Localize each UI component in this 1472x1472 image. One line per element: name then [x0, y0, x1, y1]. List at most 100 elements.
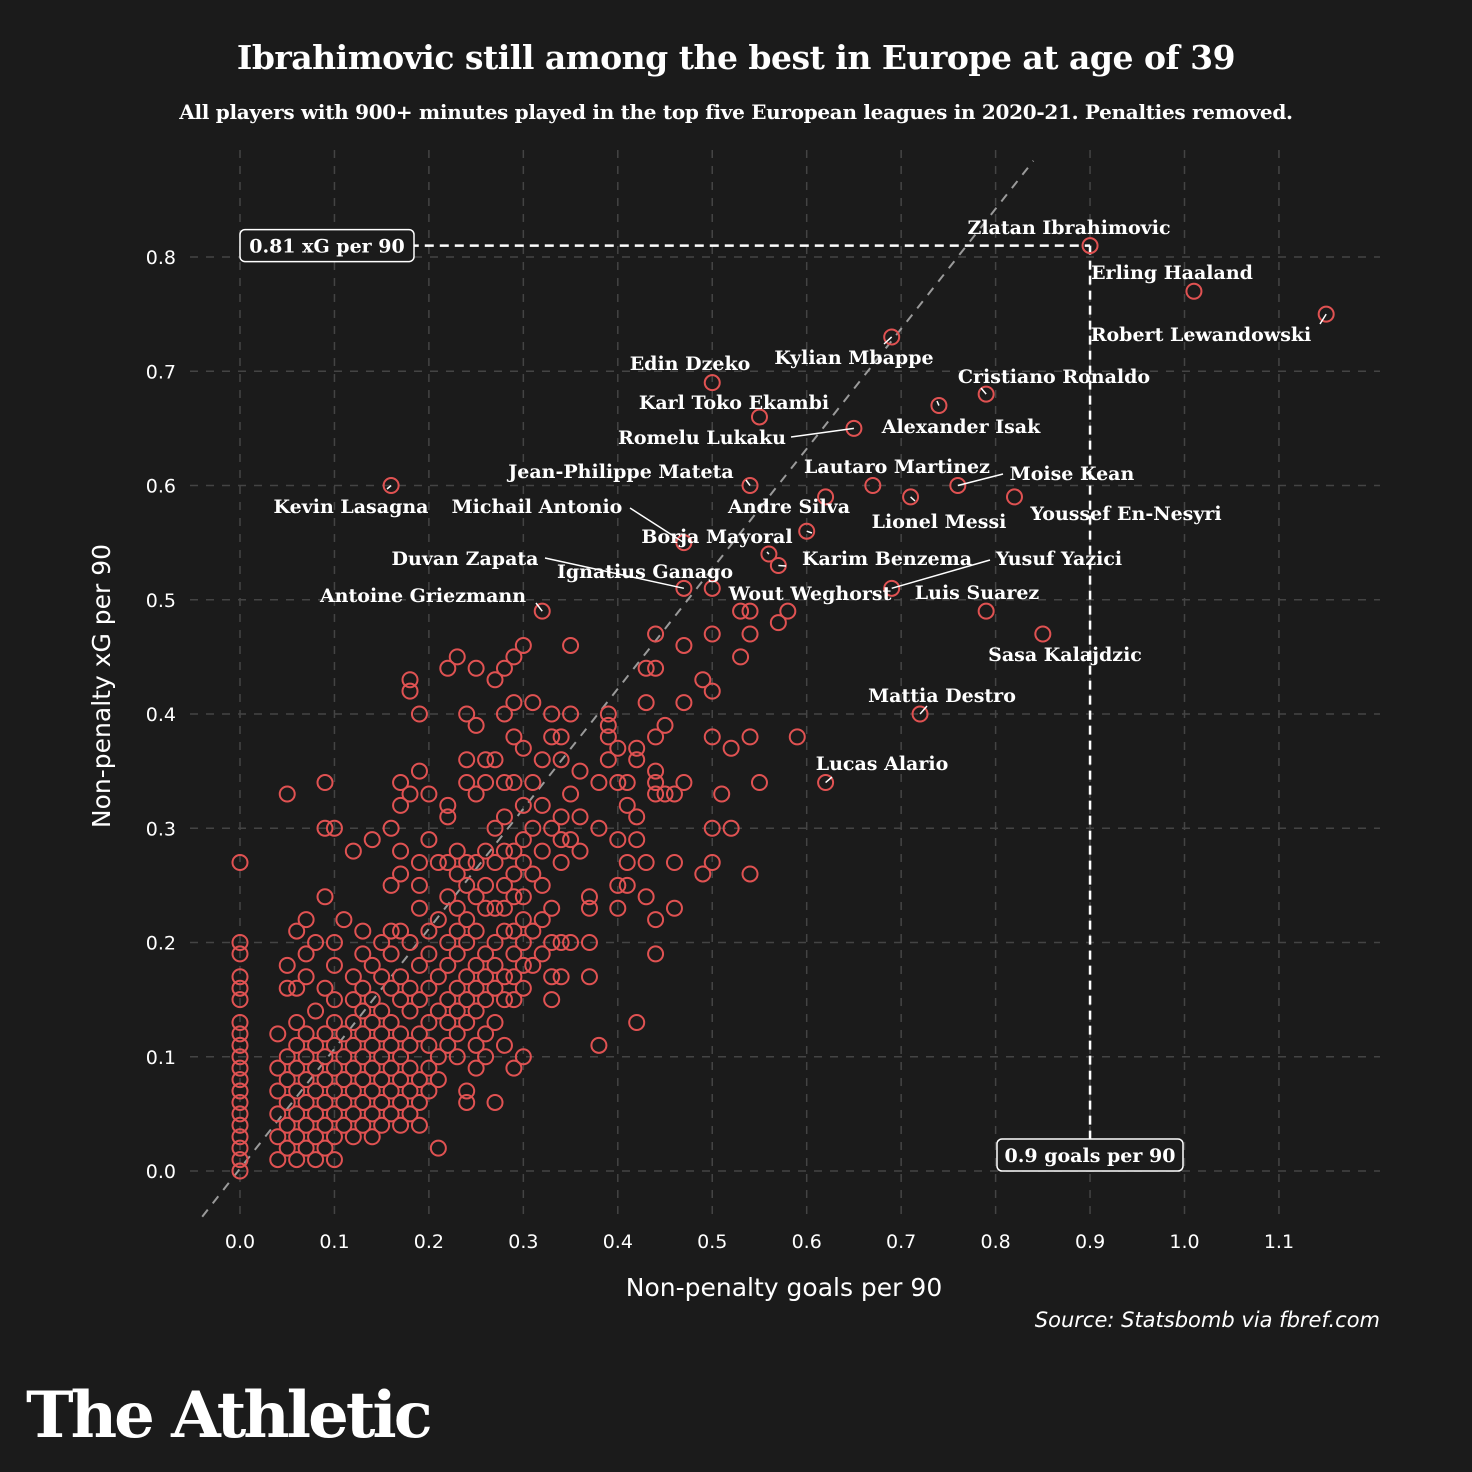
data-point [231, 1048, 249, 1066]
data-point [278, 956, 296, 974]
data-point [467, 922, 485, 940]
data-point [410, 1071, 428, 1089]
data-point [524, 865, 542, 883]
x-tick-label: 0.2 [414, 1231, 444, 1253]
data-point [665, 785, 683, 803]
chart-subtitle: All players with 900+ minutes played in … [179, 100, 1293, 124]
data-point [609, 831, 627, 849]
data-point [316, 774, 334, 792]
data-point [486, 819, 504, 837]
data-point [741, 625, 759, 643]
data-point [429, 1071, 447, 1089]
data-point [467, 716, 485, 734]
label-leader-line [386, 484, 392, 490]
data-point [325, 1105, 343, 1123]
data-point [458, 705, 476, 723]
data-point [477, 876, 495, 894]
data-point [495, 1036, 513, 1054]
data-point [269, 1105, 287, 1123]
data-point [288, 1059, 306, 1077]
data-point [382, 1082, 400, 1100]
label-leader-line [790, 427, 855, 438]
data-point [278, 1116, 296, 1134]
player-label: Andre Silva [727, 496, 850, 518]
data-point [458, 1082, 476, 1100]
highlighted-data-point [750, 408, 768, 426]
data-point [354, 1025, 372, 1043]
data-point [363, 991, 381, 1009]
data-point [495, 922, 513, 940]
data-point [316, 1093, 334, 1111]
data-point [486, 956, 504, 974]
data-point [458, 751, 476, 769]
data-point [514, 956, 532, 974]
label-leader-line [919, 705, 928, 715]
data-point [401, 1082, 419, 1100]
y-tick-label: 0.7 [146, 361, 176, 383]
data-point [448, 842, 466, 860]
data-point [344, 1082, 362, 1100]
player-label: Lautaro Martinez [804, 456, 990, 478]
data-point [590, 1036, 608, 1054]
data-point [439, 956, 457, 974]
y-tick-label: 0.8 [146, 247, 176, 269]
data-point [713, 785, 731, 803]
data-point [429, 968, 447, 986]
data-point [382, 1105, 400, 1123]
y-tick-label: 0.2 [146, 933, 176, 955]
data-point [278, 1139, 296, 1157]
data-point [420, 979, 438, 997]
data-point [552, 751, 570, 769]
data-point [325, 991, 343, 1009]
highlighted-data-point [741, 477, 759, 494]
data-point [732, 648, 750, 666]
data-point [524, 694, 542, 712]
data-point [543, 934, 561, 951]
data-point [316, 1048, 334, 1066]
data-point [325, 1128, 343, 1146]
data-point [477, 1025, 495, 1043]
data-point [580, 888, 598, 906]
player-label: Borja Mayoral [641, 526, 792, 548]
y-tick-label: 0.6 [146, 476, 176, 498]
data-point [505, 922, 523, 940]
data-point [741, 728, 759, 746]
data-point [656, 785, 674, 803]
player-label: Romelu Lukaku [618, 427, 786, 449]
data-point [609, 739, 627, 757]
data-point [448, 945, 466, 963]
data-point [231, 1013, 249, 1031]
data-point [278, 1048, 296, 1066]
highlighted-data-point [977, 602, 995, 620]
data-point [401, 682, 419, 700]
data-point [307, 1105, 325, 1123]
x-tick-label: 1.0 [1169, 1231, 1199, 1253]
data-point [231, 1116, 249, 1134]
data-point [401, 1059, 419, 1077]
highlighted-data-point [845, 419, 863, 437]
data-point [307, 1151, 325, 1169]
data-point [410, 991, 428, 1009]
data-point [278, 1093, 296, 1111]
data-point [269, 1128, 287, 1146]
data-point [344, 1059, 362, 1077]
data-point [307, 1036, 325, 1054]
data-point [533, 796, 551, 814]
data-point [495, 659, 513, 677]
data-point [344, 968, 362, 986]
data-point [410, 1093, 428, 1111]
data-point [675, 636, 693, 654]
x-axis-label: Non-penalty goals per 90 [626, 1273, 942, 1302]
label-leader-line [891, 559, 991, 590]
data-point [533, 751, 551, 769]
data-point [486, 671, 504, 689]
data-point [401, 1105, 419, 1123]
data-point [458, 876, 476, 894]
label-leader-line [766, 551, 770, 555]
label-leader-line [1319, 313, 1327, 325]
data-point [373, 934, 391, 951]
data-point [373, 1116, 391, 1134]
data-point [495, 774, 513, 792]
brand-logo: The Athletic [26, 1378, 433, 1453]
highlighted-data-point [533, 602, 551, 620]
